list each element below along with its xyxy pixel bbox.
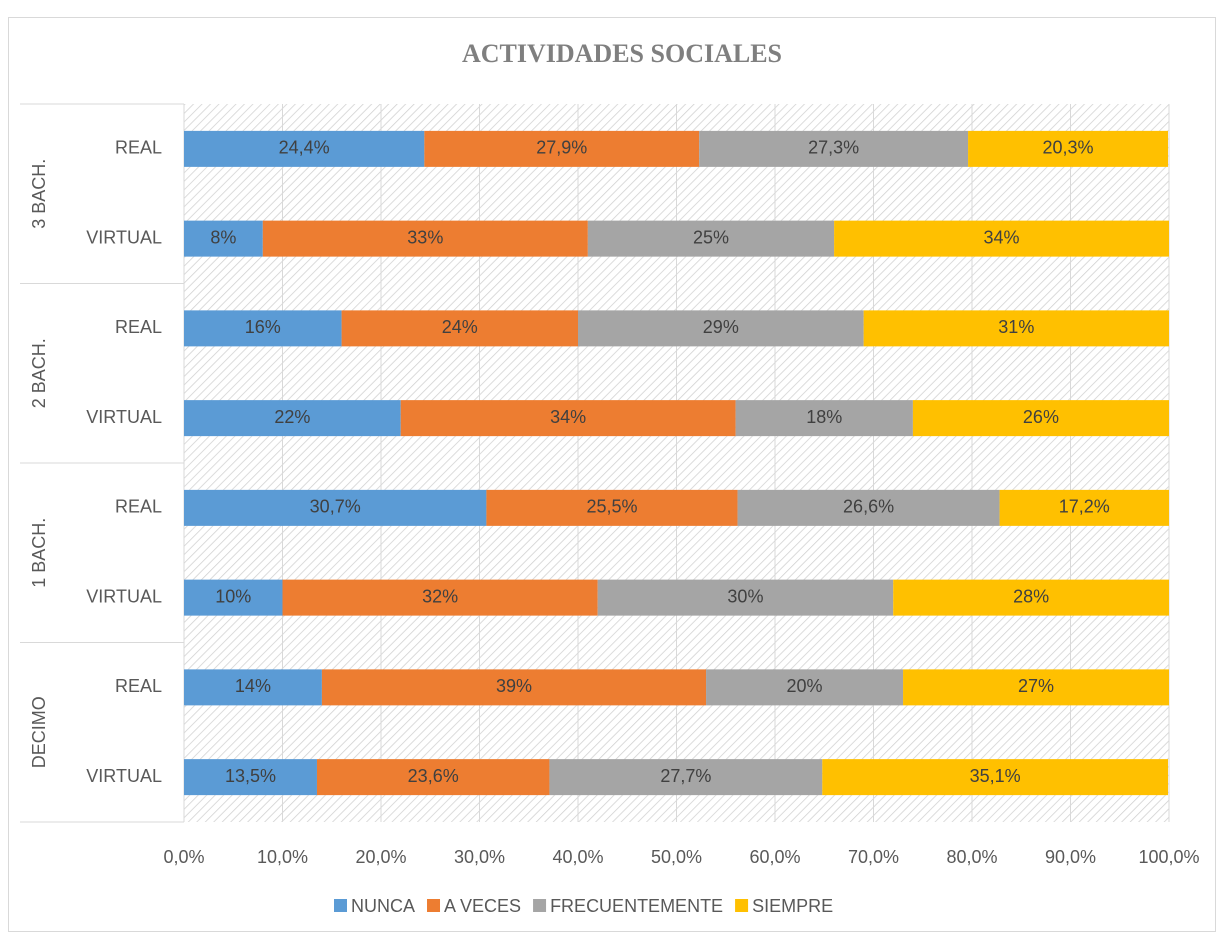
x-tick-label: 10,0% — [257, 847, 308, 867]
x-tick-label: 50,0% — [651, 847, 702, 867]
data-label: 14% — [235, 676, 271, 696]
data-label: 34% — [550, 407, 586, 427]
bar-segment — [912, 400, 1169, 437]
data-label: 25,5% — [586, 497, 637, 517]
group-label: DECIMO — [29, 696, 49, 768]
data-label: 27% — [1018, 676, 1054, 696]
bar-segment — [903, 669, 1169, 706]
x-tick-label: 90,0% — [1045, 847, 1096, 867]
bar-segment — [549, 759, 823, 796]
data-label: 17,2% — [1059, 497, 1110, 517]
bar-segment — [597, 579, 894, 616]
data-label: 20% — [787, 676, 823, 696]
legend-label: NUNCA — [351, 896, 415, 916]
x-tick-label: 100,0% — [1138, 847, 1199, 867]
bar-segment — [321, 669, 707, 706]
bar-segment — [706, 669, 904, 706]
data-label: 31% — [998, 317, 1034, 337]
legend-label: SIEMPRE — [752, 896, 833, 916]
y-tick-label: VIRTUAL — [86, 586, 162, 606]
bar-segment — [400, 400, 736, 437]
bar-segment — [968, 130, 1169, 167]
data-label: 27,3% — [808, 138, 859, 158]
x-tick-label: 30,0% — [454, 847, 505, 867]
bar-segment — [893, 579, 1169, 616]
data-label: 30,7% — [310, 497, 361, 517]
group-label: 2 BACH. — [29, 338, 49, 408]
bar-segment — [834, 220, 1169, 257]
data-label: 29% — [703, 317, 739, 337]
data-label: 24% — [442, 317, 478, 337]
bar-segment — [184, 220, 263, 257]
data-label: 27,7% — [660, 766, 711, 786]
data-label: 39% — [496, 676, 532, 696]
legend-swatch — [427, 899, 441, 912]
bar-segment — [486, 489, 738, 526]
bar-segment — [999, 489, 1169, 526]
legend-swatch — [735, 899, 749, 912]
bar-segment — [184, 489, 487, 526]
bar-segment — [184, 579, 283, 616]
bar-segment — [316, 759, 550, 796]
data-label: 26% — [1023, 407, 1059, 427]
data-label: 23,6% — [408, 766, 459, 786]
data-label: 34% — [984, 227, 1020, 247]
group-label: 1 BACH. — [29, 518, 49, 588]
bar-segment — [184, 669, 322, 706]
data-label: 30% — [727, 586, 763, 606]
x-tick-label: 70,0% — [848, 847, 899, 867]
data-label: 18% — [806, 407, 842, 427]
bar-segment — [184, 400, 401, 437]
data-label: 10% — [215, 586, 251, 606]
bar-segment — [587, 220, 835, 257]
data-label: 20,3% — [1043, 138, 1094, 158]
data-label: 26,6% — [843, 497, 894, 517]
x-tick-label: 0,0% — [163, 847, 204, 867]
bar-segment — [737, 489, 1000, 526]
y-tick-label: VIRTUAL — [86, 407, 162, 427]
data-label: 28% — [1013, 586, 1049, 606]
data-label: 16% — [245, 317, 281, 337]
legend-label: FRECUENTEMENTE — [550, 896, 723, 916]
bar-segment — [735, 400, 913, 437]
legend-swatch — [533, 899, 547, 912]
bar-segment — [424, 130, 700, 167]
y-tick-label: REAL — [115, 497, 162, 517]
y-tick-label: VIRTUAL — [86, 766, 162, 786]
data-label: 13,5% — [225, 766, 276, 786]
bar-segment — [282, 579, 598, 616]
data-label: 27,9% — [536, 138, 587, 158]
data-label: 25% — [693, 227, 729, 247]
bar-segment — [262, 220, 588, 257]
bar-segment — [863, 310, 1169, 347]
x-tick-label: 20,0% — [355, 847, 406, 867]
data-label: 33% — [407, 227, 443, 247]
bar-segment — [699, 130, 969, 167]
y-tick-label: REAL — [115, 138, 162, 158]
x-tick-label: 80,0% — [946, 847, 997, 867]
data-label: 8% — [210, 227, 236, 247]
data-label: 35,1% — [970, 766, 1021, 786]
y-tick-label: REAL — [115, 676, 162, 696]
bar-segment — [578, 310, 864, 347]
data-label: 32% — [422, 586, 458, 606]
y-tick-label: REAL — [115, 317, 162, 337]
data-label: 22% — [274, 407, 310, 427]
bar-segment — [184, 759, 317, 796]
data-label: 24,4% — [279, 138, 330, 158]
x-tick-label: 60,0% — [749, 847, 800, 867]
x-tick-label: 40,0% — [552, 847, 603, 867]
chart-title: ACTIVIDADES SOCIALES — [462, 39, 782, 68]
group-label: 3 BACH. — [29, 159, 49, 229]
legend-swatch — [334, 899, 347, 912]
bar-segment — [184, 130, 425, 167]
bar-segment — [341, 310, 578, 347]
bar-segment — [184, 310, 342, 347]
bar-segment — [822, 759, 1169, 796]
legend-label: A VECES — [444, 896, 521, 916]
y-tick-label: VIRTUAL — [86, 227, 162, 247]
